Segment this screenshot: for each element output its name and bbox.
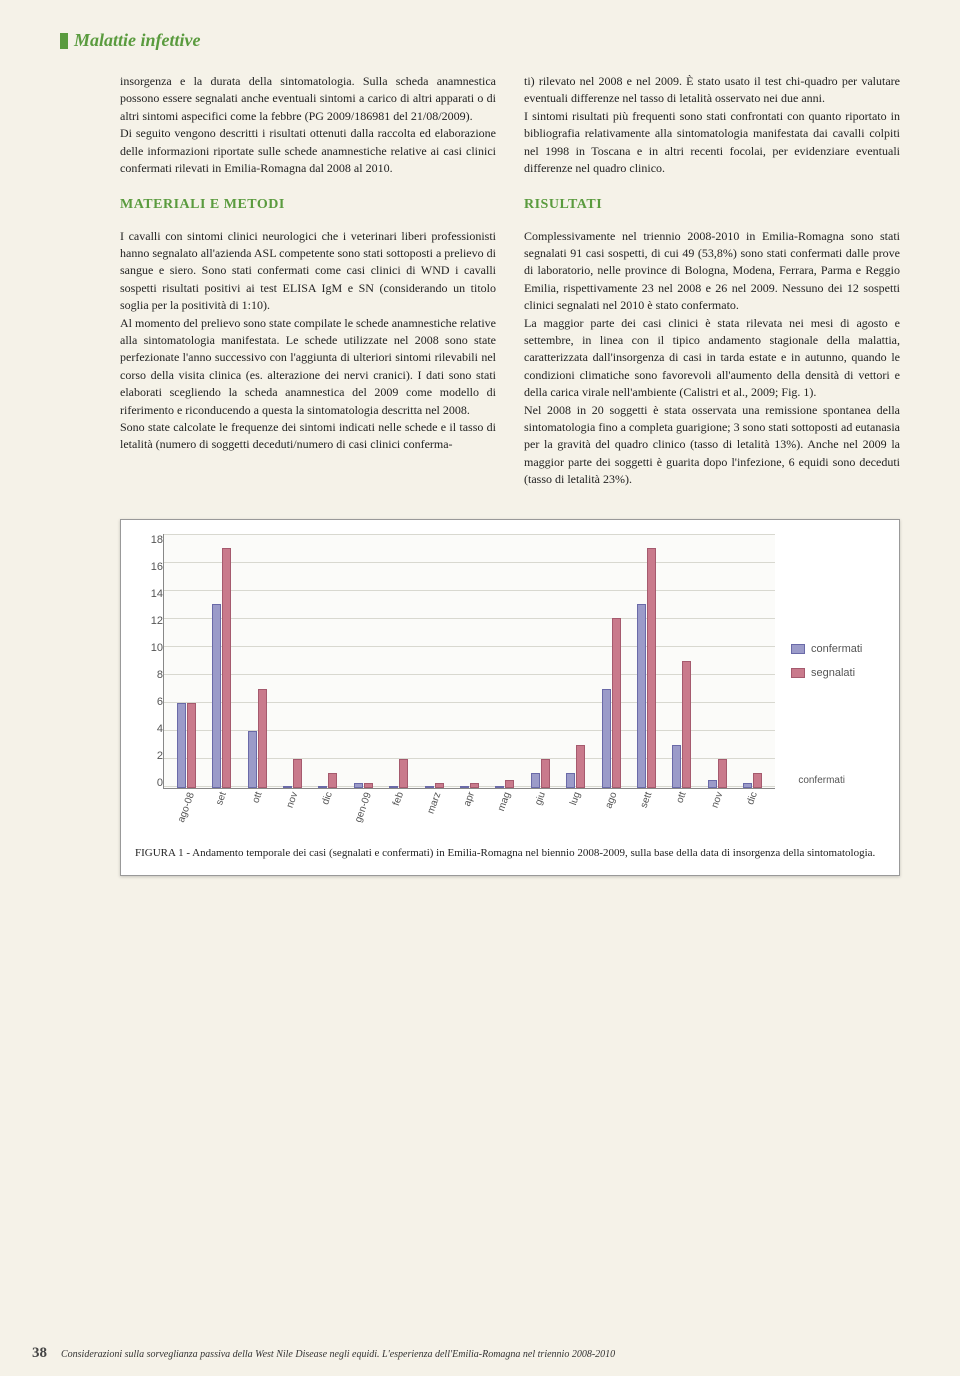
x-tick: marz	[418, 788, 450, 833]
bar-group	[312, 534, 344, 788]
x-tick: apr	[453, 788, 485, 833]
para: Sono state calcolate le frequenze dei si…	[120, 419, 496, 454]
chart-x-axis: ago-08setottnovdicgen-09febmarzaprmaggiu…	[164, 788, 775, 833]
bar-segnalati	[753, 773, 762, 787]
x-tick: feb	[382, 788, 414, 833]
legend-label: segnalati	[811, 667, 855, 679]
bar-segnalati	[399, 759, 408, 787]
bar-group	[666, 534, 698, 788]
x-tick: ott	[666, 788, 698, 833]
bar-group	[630, 534, 662, 788]
page-number: 38	[32, 1345, 47, 1362]
para: insorgenza e la durata della sintomatolo…	[120, 73, 496, 125]
x-tick: ago-08	[170, 788, 202, 833]
x-tick: nov	[701, 788, 733, 833]
bar-segnalati	[647, 548, 656, 788]
bar-group	[241, 534, 273, 788]
x-tick: ago	[595, 788, 627, 833]
bar-segnalati	[718, 759, 727, 787]
column-left: insorgenza e la durata della sintomatolo…	[120, 73, 496, 489]
bar-segnalati	[541, 759, 550, 787]
legend-swatch-icon	[791, 668, 805, 678]
bar-confermati	[602, 689, 611, 788]
running-title: Considerazioni sulla sorveglianza passiv…	[61, 1349, 615, 1360]
bar-group	[737, 534, 769, 788]
bar-group	[170, 534, 202, 788]
para: I cavalli con sintomi clinici neurologic…	[120, 228, 496, 315]
bar-segnalati	[328, 773, 337, 787]
x-tick: gen-09	[347, 788, 379, 833]
bar-group	[418, 534, 450, 788]
bar-segnalati	[258, 689, 267, 788]
bar-segnalati	[222, 548, 231, 788]
bar-segnalati	[187, 703, 196, 788]
heading-risultati: RISULTATI	[524, 195, 900, 215]
x-tick: ott	[241, 788, 273, 833]
page-footer: 38 Considerazioni sulla sorveglianza pas…	[32, 1345, 900, 1362]
bar-group	[701, 534, 733, 788]
figure-1: 181614121086420 ago-08setottnovdicgen-09…	[120, 519, 900, 876]
chart-z-label: confermati	[798, 775, 845, 786]
x-tick: lug	[559, 788, 591, 833]
column-right: ti) rilevato nel 2008 e nel 2009. È stat…	[524, 73, 900, 489]
y-tick: 18	[151, 534, 163, 546]
bar-segnalati	[682, 661, 691, 788]
bar-segnalati	[293, 759, 302, 787]
chart-area: 181614121086420 ago-08setottnovdicgen-09…	[135, 534, 885, 834]
legend-label: confermati	[811, 643, 862, 655]
bar-confermati	[531, 773, 540, 787]
x-tick: sett	[630, 788, 662, 833]
para: I sintomi risultati più frequenti sono s…	[524, 108, 900, 178]
bar-group	[559, 534, 591, 788]
bar-confermati	[566, 773, 575, 787]
chart-legend: confermati segnalati	[775, 534, 885, 789]
para: La maggior parte dei casi clinici è stat…	[524, 315, 900, 402]
chart-plot: ago-08setottnovdicgen-09febmarzaprmaggiu…	[163, 534, 775, 789]
x-tick: nov	[276, 788, 308, 833]
legend-swatch-icon	[791, 644, 805, 654]
x-tick: dic	[312, 788, 344, 833]
para: Al momento del prelievo sono state compi…	[120, 315, 496, 419]
y-tick: 14	[151, 588, 163, 600]
x-tick: dic	[737, 788, 769, 833]
x-tick: mag	[489, 788, 521, 833]
bar-segnalati	[576, 745, 585, 787]
para: Complessivamente nel triennio 2008-2010 …	[524, 228, 900, 315]
heading-materiali: MATERIALI E METODI	[120, 195, 496, 215]
para: Di seguito vengono descritti i risultati…	[120, 125, 496, 177]
chart-bars	[164, 534, 775, 788]
x-tick: set	[205, 788, 237, 833]
bar-confermati	[212, 604, 221, 787]
bar-segnalati	[505, 780, 514, 787]
section-header: Malattie infettive	[60, 30, 900, 51]
bar-group	[453, 534, 485, 788]
bar-confermati	[177, 703, 186, 788]
bar-confermati	[248, 731, 257, 787]
bar-group	[524, 534, 556, 788]
bar-group	[489, 534, 521, 788]
y-tick: 12	[151, 615, 163, 627]
bar-confermati	[672, 745, 681, 787]
legend-item-segnalati: segnalati	[791, 667, 885, 679]
para: Nel 2008 in 20 soggetti è stata osservat…	[524, 402, 900, 489]
bar-segnalati	[612, 618, 621, 787]
legend-item-confermati: confermati	[791, 643, 885, 655]
y-tick: 16	[151, 561, 163, 573]
bar-group	[382, 534, 414, 788]
bar-confermati	[708, 780, 717, 787]
body-columns: insorgenza e la durata della sintomatolo…	[120, 73, 900, 489]
chart-y-axis: 181614121086420	[135, 534, 163, 834]
section-header-text: Malattie infettive	[74, 30, 200, 51]
y-tick: 10	[151, 642, 163, 654]
bar-group	[595, 534, 627, 788]
bar-confermati	[637, 604, 646, 787]
bar-group	[347, 534, 379, 788]
bar-group	[276, 534, 308, 788]
x-tick: giu	[524, 788, 556, 833]
figure-caption: FIGURA 1 - Andamento temporale dei casi …	[135, 846, 885, 861]
para: ti) rilevato nel 2008 e nel 2009. È stat…	[524, 73, 900, 108]
bar-group	[205, 534, 237, 788]
